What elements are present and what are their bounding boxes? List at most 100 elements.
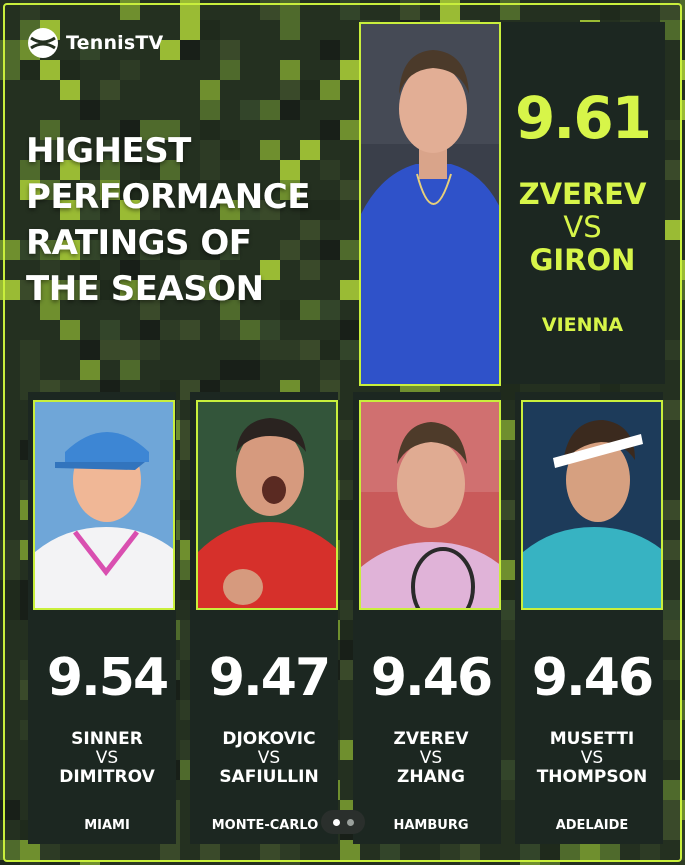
camo-pixel: [40, 260, 60, 280]
card-score-2: 9.47: [208, 648, 331, 708]
camo-pixel: [200, 260, 220, 280]
camo-pixel: [60, 80, 80, 100]
camo-pixel: [220, 140, 240, 160]
camo-pixel: [300, 300, 320, 320]
featured-player-photo: [359, 22, 501, 386]
camo-pixel: [660, 540, 680, 560]
camo-pixel: [20, 860, 40, 865]
camo-pixel: [260, 340, 280, 360]
title-line-2: PERFORMANCE: [26, 177, 310, 217]
camo-pixel: [80, 40, 100, 60]
card-player1: ZVEREV: [393, 729, 469, 749]
camo-pixel: [680, 200, 685, 220]
featured-player2: GIRON: [529, 243, 636, 277]
camo-pixel: [660, 800, 680, 820]
camo-pixel: [140, 860, 160, 865]
camo-pixel: [0, 600, 20, 620]
camo-pixel: [80, 180, 100, 200]
camo-pixel: [100, 180, 120, 200]
camo-pixel: [340, 280, 360, 300]
camo-pixel: [320, 360, 340, 380]
camo-pixel: [200, 240, 220, 260]
card-matchup-1: SINNER VS DIMITROV: [25, 730, 189, 787]
camo-pixel: [660, 660, 680, 680]
camo-pixel: [280, 20, 300, 40]
camo-pixel: [180, 260, 200, 280]
featured-score: 9.61: [514, 84, 652, 152]
camo-pixel: [200, 120, 220, 140]
camo-pixel: [160, 160, 180, 180]
camo-pixel: [140, 340, 160, 360]
camo-pixel: [680, 620, 685, 640]
camo-pixel: [320, 160, 340, 180]
camo-pixel: [20, 360, 40, 380]
camo-pixel: [260, 200, 280, 220]
card-vs: VS: [580, 748, 604, 768]
camo-pixel: [0, 580, 20, 600]
camo-pixel: [0, 280, 20, 300]
carousel-pager[interactable]: [321, 810, 365, 834]
card-photo-zverev: [359, 400, 501, 610]
camo-pixel: [680, 760, 685, 780]
card-player2: DIMITROV: [59, 767, 155, 787]
player-silhouette-zverev: [361, 24, 499, 384]
camo-pixel: [0, 540, 20, 560]
camo-pixel: [660, 20, 680, 40]
card-matchup-4: MUSETTI VS THOMPSON: [510, 730, 674, 787]
featured-player1: ZVEREV: [518, 177, 647, 211]
camo-pixel: [40, 180, 60, 200]
camo-pixel: [80, 240, 100, 260]
camo-pixel: [60, 200, 80, 220]
player-silhouette-djokovic: [198, 402, 336, 608]
pager-dot-active[interactable]: [332, 818, 340, 826]
camo-pixel: [680, 860, 685, 865]
camo-pixel: [320, 300, 340, 320]
tennistv-logo-icon: [28, 28, 58, 58]
camo-pixel: [660, 720, 680, 740]
camo-pixel: [20, 840, 40, 860]
camo-pixel: [260, 0, 280, 20]
camo-pixel: [220, 360, 240, 380]
camo-pixel: [280, 240, 300, 260]
card-player1: SINNER: [71, 729, 143, 749]
player-silhouette-musetti: [523, 402, 661, 608]
camo-pixel: [440, 840, 460, 860]
camo-pixel: [320, 340, 340, 360]
pager-dot[interactable]: [346, 818, 354, 826]
camo-pixel: [680, 0, 685, 20]
card-vs: VS: [95, 748, 119, 768]
camo-pixel: [520, 860, 540, 865]
camo-pixel: [680, 400, 685, 420]
camo-pixel: [220, 280, 240, 300]
camo-pixel: [280, 60, 300, 80]
title-line-1: HIGHEST: [26, 131, 191, 171]
tennistv-logo: TennisTV: [26, 26, 163, 60]
camo-pixel: [280, 840, 300, 860]
camo-pixel: [600, 860, 620, 865]
camo-pixel: [120, 120, 140, 140]
page-title: HIGHEST PERFORMANCE RATINGS OF THE SEASO…: [26, 128, 346, 312]
card-photo-sinner: [33, 400, 175, 610]
camo-pixel: [160, 320, 180, 340]
camo-pixel: [200, 840, 220, 860]
featured-vs: VS: [563, 210, 602, 244]
camo-pixel: [660, 780, 680, 800]
camo-pixel: [540, 840, 560, 860]
camo-pixel: [160, 40, 180, 60]
camo-pixel: [140, 300, 160, 320]
camo-pixel: [80, 200, 100, 220]
camo-pixel: [680, 320, 685, 340]
camo-pixel: [280, 80, 300, 100]
camo-pixel: [280, 300, 300, 320]
camo-pixel: [120, 340, 140, 360]
card-score-3: 9.46: [370, 648, 493, 708]
card-matchup-2: DJOKOVIC VS SAFIULLIN: [187, 730, 351, 787]
camo-pixel: [80, 280, 100, 300]
camo-pixel: [560, 840, 580, 860]
camo-pixel: [160, 840, 180, 860]
card-photo-djokovic: [196, 400, 338, 610]
camo-pixel: [300, 340, 320, 360]
camo-pixel: [140, 120, 160, 140]
camo-pixel: [220, 240, 240, 260]
